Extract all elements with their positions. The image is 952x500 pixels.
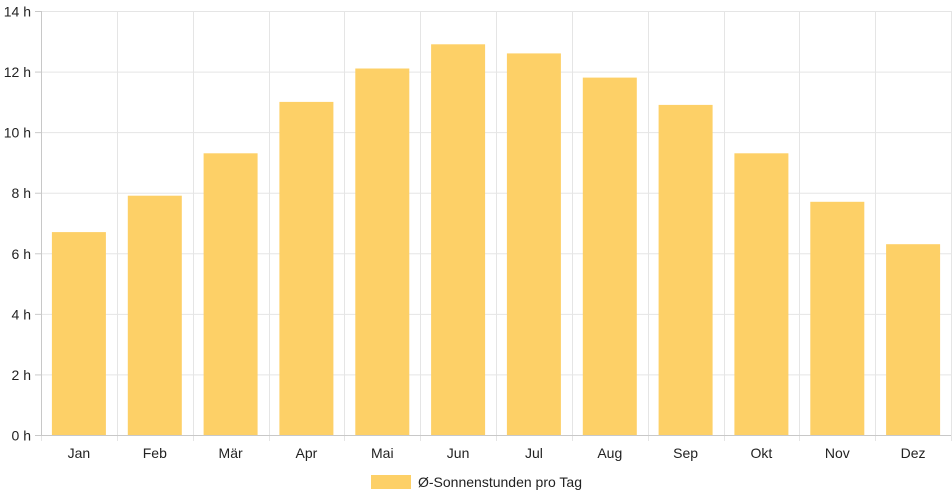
y-tick-label: 14 h bbox=[4, 4, 31, 20]
bar-dez[interactable] bbox=[886, 244, 941, 435]
axes bbox=[35, 11, 951, 436]
y-axis-tick-labels: 0 h 2 h 4 h 6 h 8 h 10 h 12 h 14 h bbox=[4, 4, 31, 444]
y-tick-label: 4 h bbox=[12, 306, 31, 322]
x-tick-label: Feb bbox=[143, 445, 167, 461]
x-tick-label: Mai bbox=[371, 445, 394, 461]
x-tick-label: Jun bbox=[447, 445, 470, 461]
x-axis-tick-labels: Jan Feb Mär Apr Mai Jun Jul Aug Sep Okt Nov Dez bbox=[68, 445, 926, 461]
x-tick-label: Jan bbox=[68, 445, 91, 461]
x-tick-label: Sep bbox=[673, 445, 698, 461]
y-tick-label: 8 h bbox=[12, 185, 31, 201]
bar-nov[interactable] bbox=[810, 201, 865, 435]
x-tick-label: Jul bbox=[525, 445, 543, 461]
x-tick-label: Apr bbox=[296, 445, 318, 461]
bar-okt[interactable] bbox=[734, 153, 789, 436]
bar-mär[interactable] bbox=[203, 153, 258, 436]
grid-lines bbox=[41, 11, 952, 441]
y-tick-label: 2 h bbox=[12, 367, 31, 383]
legend[interactable]: Ø-Sonnenstunden pro Tag bbox=[371, 474, 582, 490]
x-tick-label: Aug bbox=[597, 445, 622, 461]
x-tick-label: Okt bbox=[751, 445, 773, 461]
bar-jan[interactable] bbox=[51, 232, 106, 435]
bar-mai[interactable] bbox=[355, 68, 410, 436]
x-tick-label: Nov bbox=[825, 445, 850, 461]
bar-jul[interactable] bbox=[506, 53, 561, 436]
bar-sep[interactable] bbox=[658, 104, 713, 436]
bar-apr[interactable] bbox=[279, 101, 334, 436]
legend-label[interactable]: Ø-Sonnenstunden pro Tag bbox=[418, 474, 582, 490]
y-tick-label: 6 h bbox=[12, 246, 31, 262]
y-tick-label: 0 h bbox=[12, 428, 31, 444]
legend-swatch[interactable] bbox=[371, 475, 411, 489]
x-tick-label: Dez bbox=[901, 445, 926, 461]
y-tick-label: 10 h bbox=[4, 125, 31, 141]
x-tick-label: Mär bbox=[219, 445, 243, 461]
bar-aug[interactable] bbox=[582, 77, 637, 435]
bar-feb[interactable] bbox=[127, 195, 182, 435]
bars bbox=[51, 44, 941, 436]
bar-jun[interactable] bbox=[431, 44, 486, 436]
y-tick-label: 12 h bbox=[4, 64, 31, 80]
